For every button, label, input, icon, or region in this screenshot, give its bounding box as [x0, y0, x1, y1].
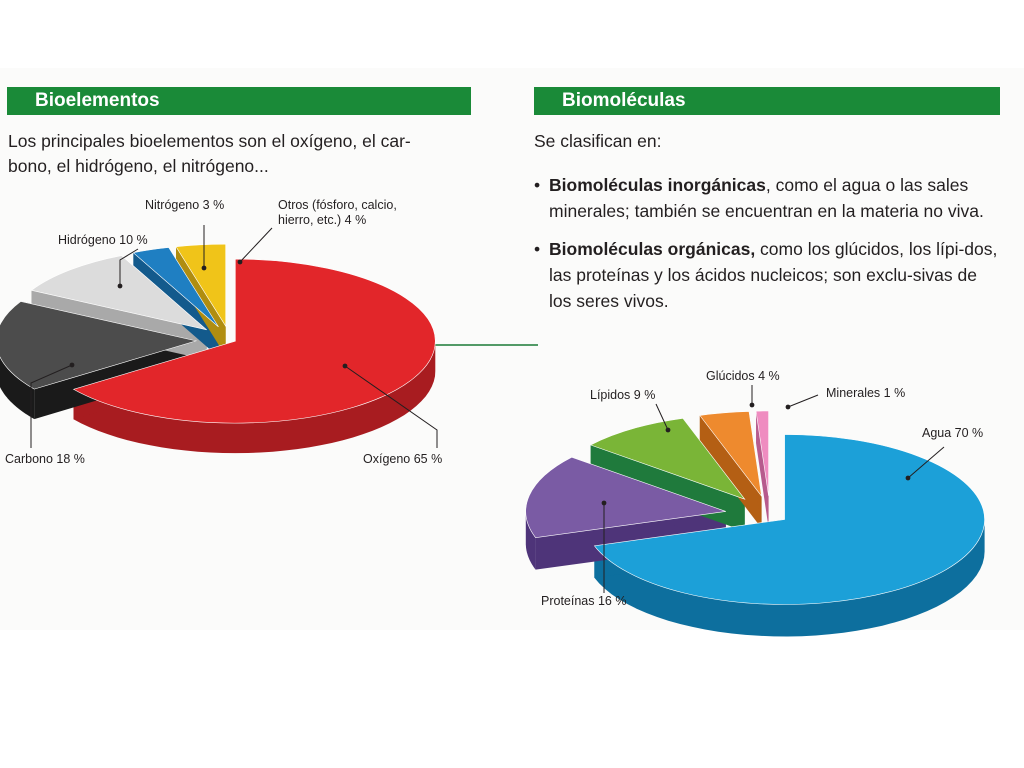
leader-line [787, 394, 819, 408]
list-item: • Biomoléculas orgánicas, como los glúcid… [534, 236, 1004, 314]
leader-dot [665, 427, 671, 433]
slice-side-minerales [756, 411, 769, 528]
slice-glucidos [699, 411, 763, 498]
slice-label-proteinas: Proteínas 16 % [541, 594, 626, 608]
leader-dot [69, 362, 75, 368]
biomoleculas-pie-chart: Agua 70 % Proteínas 16 % Lípidos 9 % Glúcid… [525, 369, 985, 637]
leader-dot [785, 404, 791, 410]
leader-line [655, 403, 669, 431]
bullet-dot-icon: • [534, 175, 541, 195]
slice-label-carbono: Carbono 18 % [5, 452, 85, 466]
slice-agua [593, 434, 985, 605]
leader-dot [201, 265, 207, 271]
slice-label-lipidos: Lípidos 9 % [590, 388, 655, 402]
bioelementos-intro-text: Los principales bioelementos son el oxíg… [8, 131, 411, 176]
slice-label-oxigeno: Oxígeno 65 % [363, 452, 442, 466]
bioelementos-intro: Los principales bioelementos son el oxíg… [8, 129, 478, 179]
list-item: • Biomoléculas inorgánicas, como el agua … [534, 172, 1004, 224]
bullet-text: , como el agua o las sales minerales; ta… [549, 175, 984, 221]
slice-oxigeno [72, 258, 436, 424]
slice-proteinas [525, 456, 726, 539]
leader-line [30, 364, 73, 448]
leader-dot [342, 363, 348, 369]
slice-otros-fosforo-calcio-hierro-etc [175, 243, 227, 328]
biomoleculas-list: • Biomoléculas inorgánicas, como el agua … [534, 172, 1004, 326]
leader-dot [749, 402, 755, 408]
leader-line [907, 446, 945, 479]
slice-label-glucidos: Glúcidos 4 % [706, 369, 780, 383]
leader-dot [905, 475, 911, 481]
slice-label-minerales: Minerales 1 % [826, 386, 905, 400]
slice-hidrogeno [30, 255, 207, 331]
leader-line [239, 227, 273, 263]
slice-minerales [755, 410, 769, 496]
slice-label-agua: Agua 70 % [922, 426, 983, 440]
slice-label-otros-fosforo-calcio-hierro-etc: Otros (fósforo, calcio, hierro, etc.) 4 % [278, 198, 397, 227]
biomoleculas-intro: Se clasifican en: [534, 131, 662, 151]
slice-lipidos [589, 417, 746, 500]
bullet-term: Biomoléculas orgánicas, [549, 239, 756, 259]
leader-dot [601, 500, 607, 506]
bullet-dot-icon: • [534, 239, 541, 259]
slice-label-nitrogeno: Nitrógeno 3 % [145, 198, 224, 212]
leader-dot [237, 259, 243, 265]
leader-dot [117, 283, 123, 289]
bioelementos-header: Bioelementos [7, 87, 471, 115]
bullet-text: como los glúcidos, los lípi-dos, las pro… [549, 239, 998, 311]
bullet-term: Biomoléculas inorgánicas [549, 175, 766, 195]
biomoleculas-header: Biomoléculas [534, 87, 1000, 115]
slice-nitrogeno [132, 247, 219, 328]
slice-carbono [0, 301, 198, 390]
bioelementos-pie-chart: Oxígeno 65 % Carbono 18 % Hidrógeno 10 % Ni… [0, 198, 442, 466]
slice-label-hidrogeno: Hidrógeno 10 % [58, 233, 148, 247]
leader-line [344, 365, 438, 448]
leader-line [119, 248, 139, 286]
